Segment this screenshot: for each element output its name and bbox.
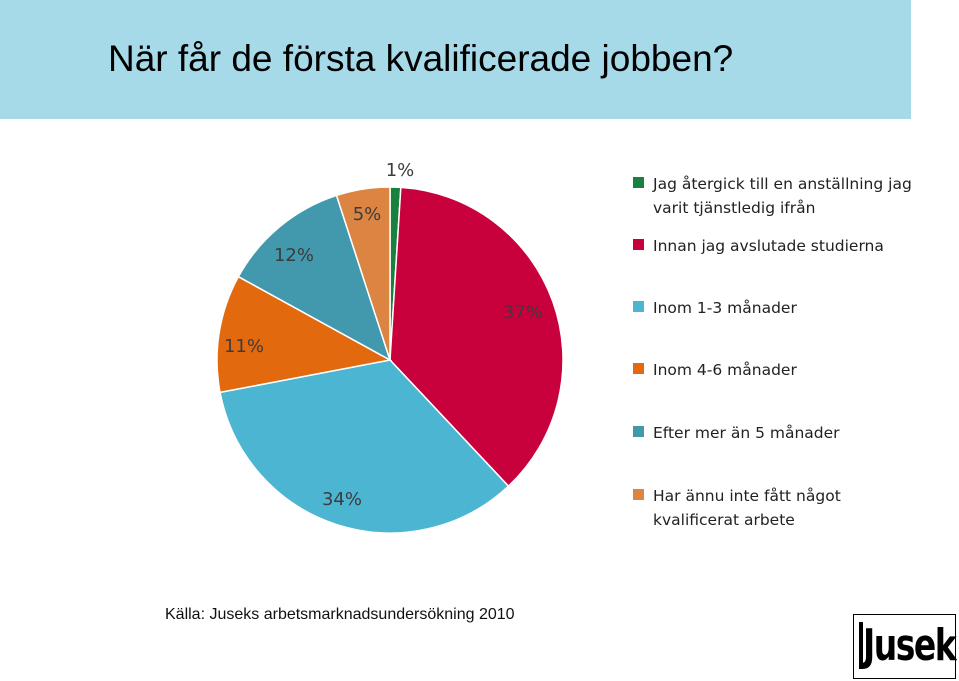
- legend-label: Efter mer än 5 månader: [653, 424, 840, 442]
- slice-value-label: 37%: [503, 302, 543, 323]
- pie-slice: [237, 194, 392, 362]
- jusek-logo: Jusek: [853, 614, 957, 680]
- legend-swatch: [633, 426, 644, 437]
- legend-item: Inom 1-3 månader: [633, 296, 923, 320]
- logo-frame: [853, 614, 956, 679]
- legend-label: Inom 1-3 månader: [653, 299, 797, 317]
- legend-swatch: [633, 489, 644, 500]
- legend-item: Jag återgick till en anställning jag var…: [633, 172, 933, 220]
- page-title: När får de första kvalificerade jobben?: [108, 38, 734, 79]
- legend-swatch: [633, 177, 644, 188]
- title-band: [0, 0, 911, 119]
- pie-slice: [389, 186, 564, 488]
- legend-item: Har ännu inte fått något kvalificerat ar…: [633, 484, 853, 532]
- legend-label: Jag återgick till en anställning jag var…: [653, 175, 912, 217]
- logo-text: Jusek: [863, 620, 957, 671]
- slice-value-label: 1%: [386, 160, 415, 181]
- slice-value-label: 34%: [322, 489, 362, 510]
- legend-label: Har ännu inte fått något kvalificerat ar…: [653, 487, 841, 529]
- logo-bar: [859, 622, 863, 669]
- slice-value-label: 5%: [353, 204, 382, 225]
- source-note: Källa: Juseks arbetsmarknadsundersökning…: [165, 606, 515, 623]
- legend-item: Inom 4-6 månader: [633, 358, 923, 382]
- pie-slice: [216, 275, 393, 394]
- slice-value-label: 12%: [274, 245, 314, 266]
- pie-slice: [335, 186, 391, 361]
- legend-swatch: [633, 239, 644, 250]
- legend-swatch: [633, 363, 644, 374]
- legend-label: Inom 4-6 månader: [653, 361, 797, 379]
- pie-slice: [219, 359, 510, 534]
- legend-item: Innan jag avslutade studierna: [633, 234, 923, 258]
- slice-value-label: 11%: [224, 336, 264, 357]
- legend-swatch: [633, 301, 644, 312]
- legend-item: Efter mer än 5 månader: [633, 421, 923, 445]
- legend-label: Innan jag avslutade studierna: [653, 237, 884, 255]
